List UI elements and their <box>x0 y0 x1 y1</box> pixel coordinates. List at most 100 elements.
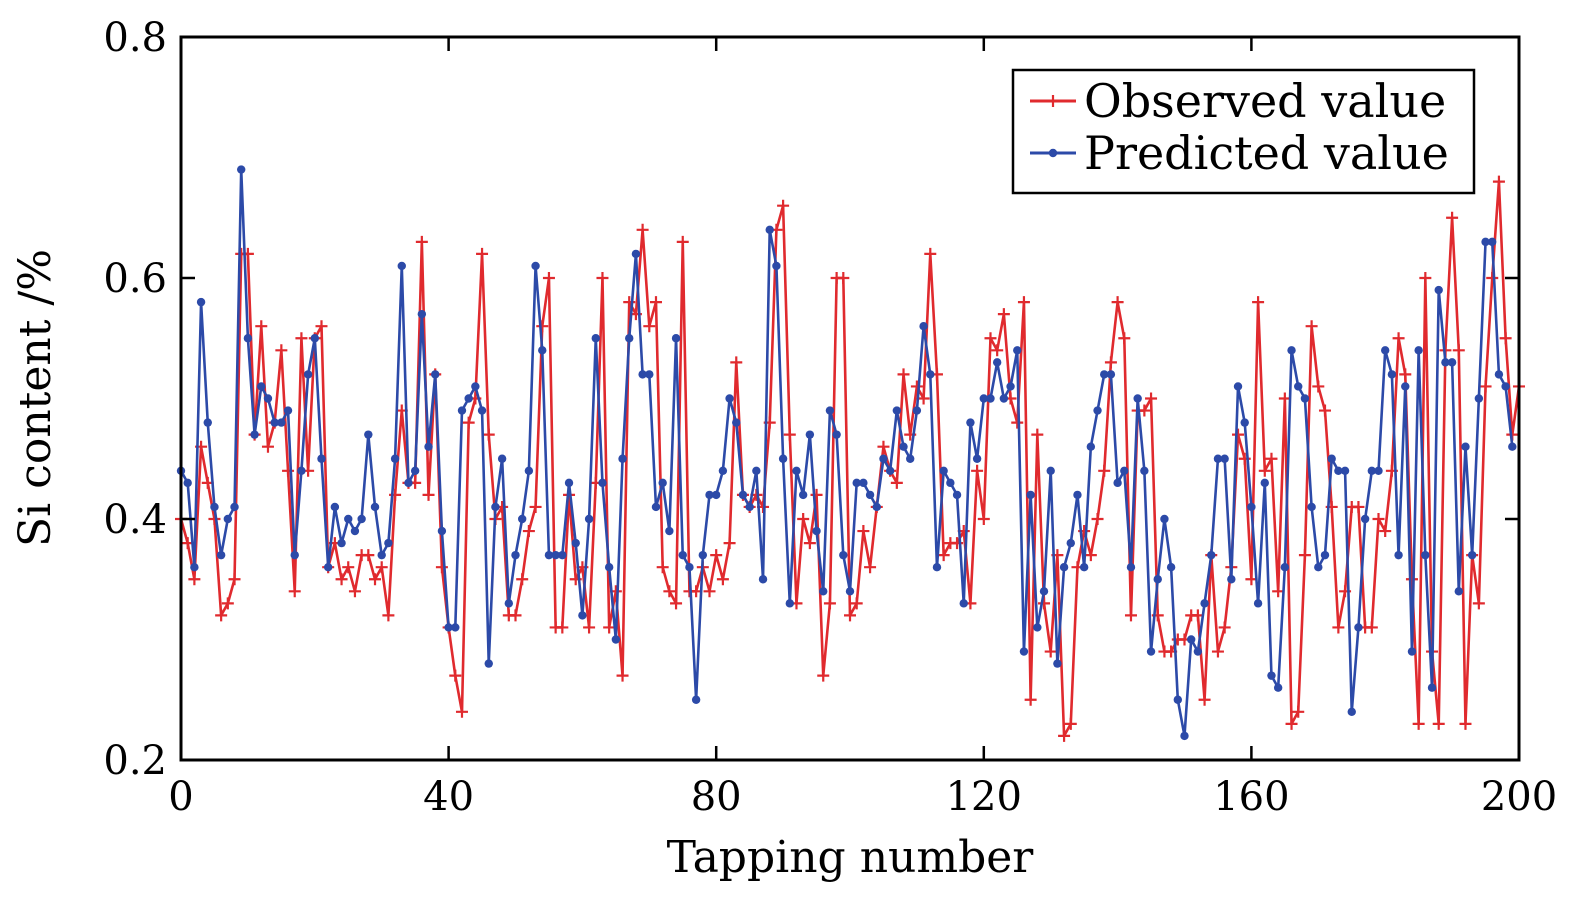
data-point <box>243 334 253 343</box>
data-point <box>362 549 375 562</box>
data-point <box>939 466 948 475</box>
data-point <box>1354 623 1363 632</box>
data-point <box>705 490 714 500</box>
data-point <box>1233 382 1243 391</box>
data-point <box>825 406 835 415</box>
data-point <box>1334 466 1343 475</box>
data-point <box>1046 466 1055 475</box>
data-point <box>556 621 569 634</box>
data-point <box>417 309 427 319</box>
data-point <box>991 344 1004 357</box>
data-point <box>823 597 836 610</box>
legend-marker-predicted <box>1048 148 1058 158</box>
data-point <box>1387 370 1397 379</box>
data-point <box>1220 454 1229 463</box>
data-point <box>1474 394 1484 403</box>
data-point <box>937 549 950 562</box>
data-point <box>1207 550 1216 560</box>
legend-entry-predicted: Predicted value <box>1030 126 1449 180</box>
data-point <box>1446 211 1459 224</box>
data-point <box>959 599 968 608</box>
data-point <box>1441 358 1450 367</box>
data-point <box>1300 394 1310 403</box>
data-point <box>1419 272 1432 284</box>
data-point <box>1494 370 1504 379</box>
data-point <box>844 609 856 622</box>
data-point <box>1058 729 1071 742</box>
ticks-layer: 0 40 80 120 160 200 0.2 0.4 0.6 0.8 <box>103 15 1557 820</box>
data-point <box>758 575 768 584</box>
legend-box <box>1011 68 1476 195</box>
data-point <box>337 538 346 548</box>
data-point <box>730 356 743 369</box>
data-point <box>718 466 728 475</box>
data-point <box>1145 392 1158 405</box>
data-point <box>917 392 930 405</box>
data-point <box>738 490 748 500</box>
data-point <box>765 225 774 234</box>
data-point <box>1414 346 1423 355</box>
data-point <box>924 247 937 260</box>
data-point <box>310 334 319 343</box>
data-point <box>397 261 406 271</box>
data-point <box>522 525 535 538</box>
data-point <box>1367 466 1377 475</box>
data-point <box>912 406 922 415</box>
data-point <box>303 370 313 379</box>
data-point <box>1113 478 1122 488</box>
data-point <box>897 368 910 381</box>
y-axis-label: Si content /% <box>10 249 61 547</box>
data-point <box>1024 693 1037 706</box>
data-point <box>1126 563 1136 572</box>
data-point <box>1106 370 1116 379</box>
data-point <box>1307 502 1316 512</box>
y-tick-label: 0.4 <box>103 497 167 543</box>
data-point <box>1287 346 1296 355</box>
data-point <box>732 418 741 427</box>
data-point <box>1066 538 1075 548</box>
data-point <box>404 478 413 488</box>
data-point <box>203 418 212 427</box>
data-point <box>979 394 988 403</box>
data-point <box>997 308 1010 321</box>
data-point <box>484 659 493 668</box>
data-point <box>215 609 228 622</box>
data-point <box>261 440 274 453</box>
data-point <box>509 609 522 622</box>
x-tick-label: 80 <box>691 774 742 820</box>
plot-frame <box>179 35 1521 762</box>
data-point <box>183 478 192 488</box>
legend-marker-glyph <box>1048 148 1058 158</box>
data-point <box>538 346 547 355</box>
data-point <box>449 669 462 682</box>
data-point <box>583 621 596 634</box>
data-point <box>812 526 821 536</box>
data-point <box>685 563 694 572</box>
data-point <box>1394 550 1403 560</box>
data-point <box>369 573 382 586</box>
data-point <box>723 537 736 550</box>
data-point <box>1232 428 1245 441</box>
data-point <box>257 382 266 391</box>
data-point <box>1111 296 1124 309</box>
data-point <box>1218 621 1231 634</box>
data-point <box>344 514 353 524</box>
data-point <box>1166 563 1176 572</box>
data-point <box>237 165 246 174</box>
data-point <box>999 394 1009 403</box>
data-point <box>1401 382 1410 391</box>
data-point <box>1492 175 1505 188</box>
data-point <box>778 454 788 463</box>
data-point <box>390 454 400 463</box>
data-point <box>1227 575 1236 584</box>
data-point <box>471 382 480 391</box>
data-point <box>424 442 433 451</box>
data-point <box>1486 272 1499 284</box>
data-point <box>451 623 460 632</box>
data-point <box>710 549 723 562</box>
data-point <box>584 514 594 524</box>
data-point <box>890 476 903 489</box>
data-point <box>810 488 823 501</box>
data-point <box>290 550 299 560</box>
data-point <box>1160 514 1169 524</box>
